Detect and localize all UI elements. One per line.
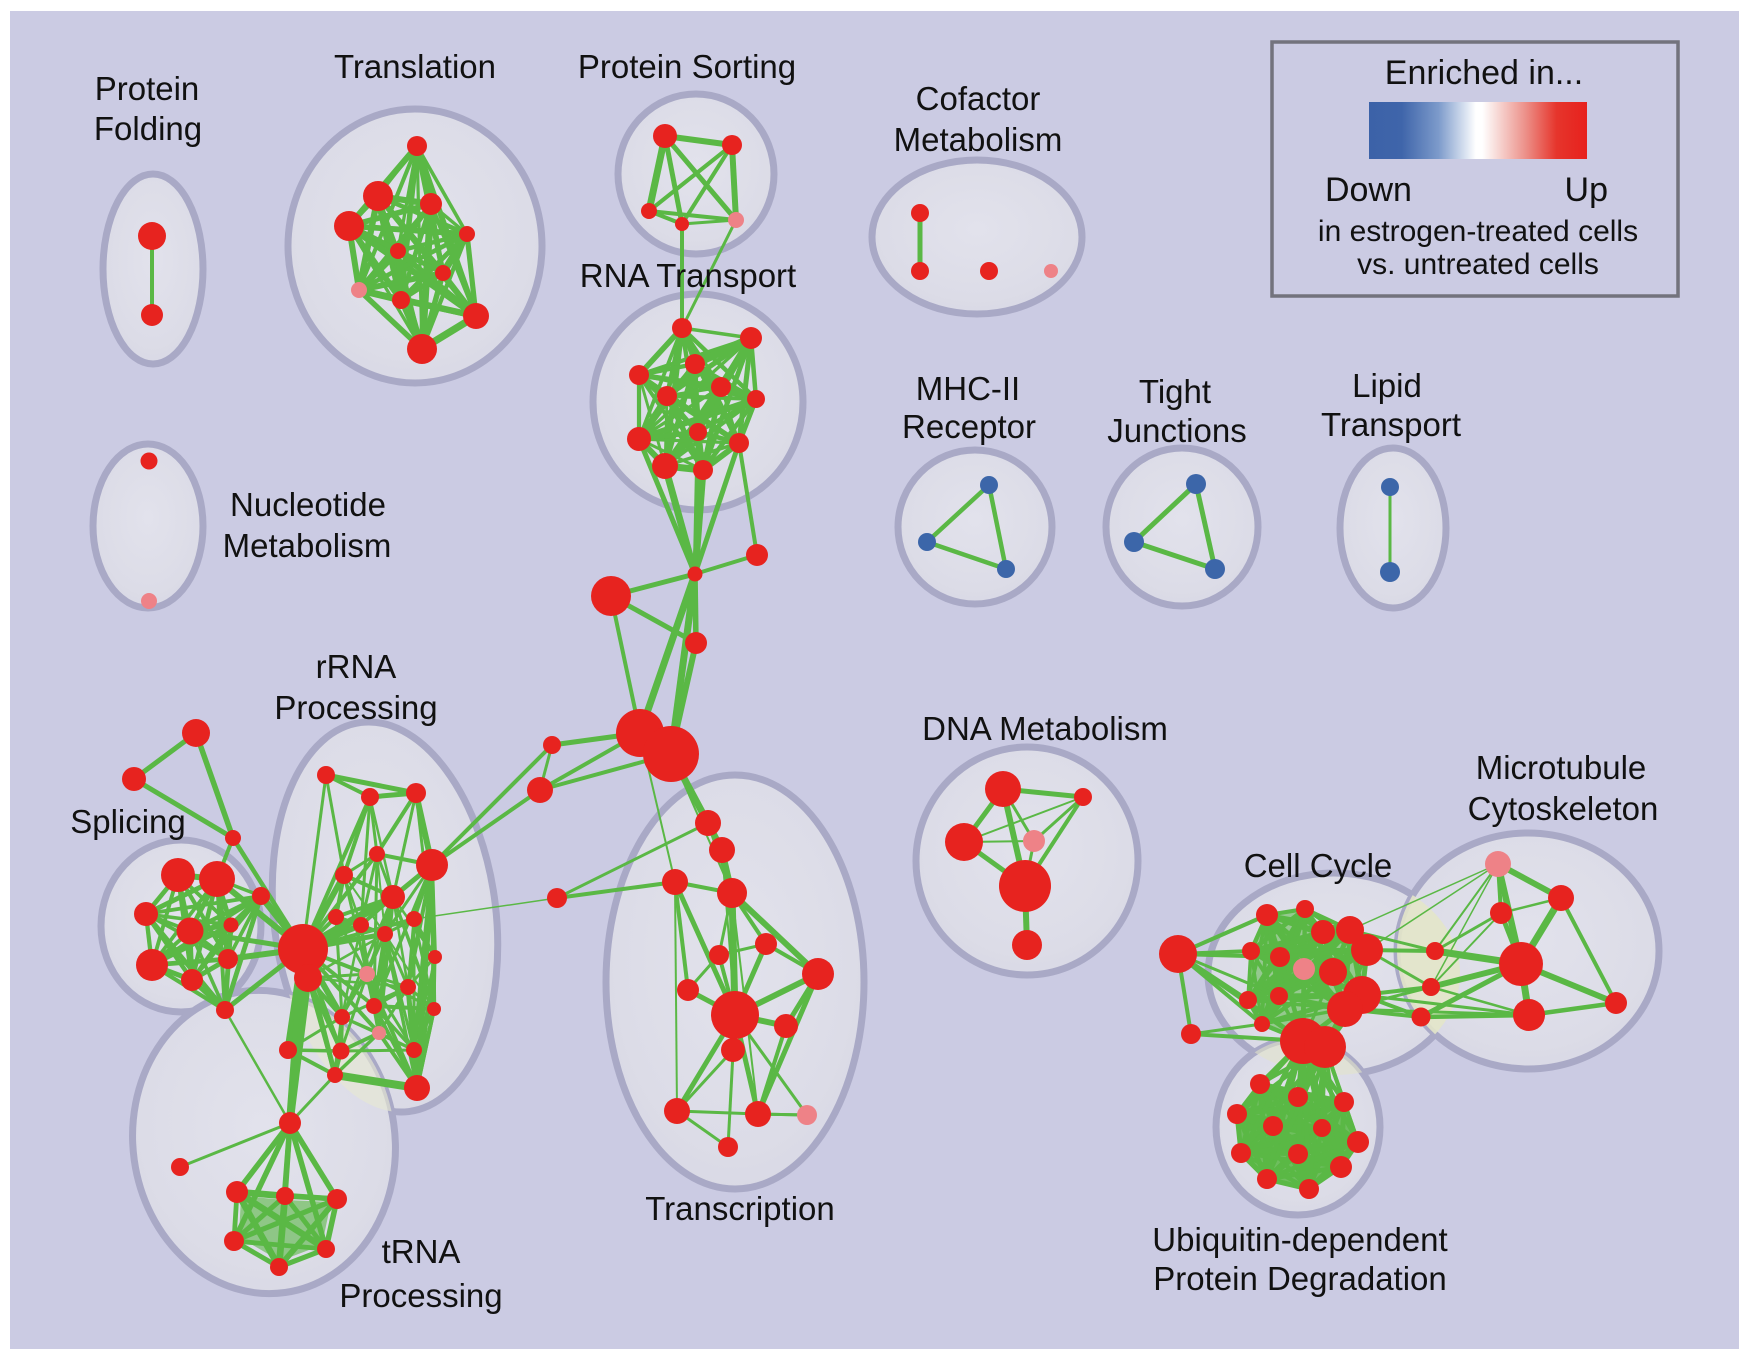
svg-text:DNA Metabolism: DNA Metabolism — [922, 710, 1168, 747]
svg-text:Cofactor: Cofactor — [916, 80, 1041, 117]
svg-text:in estrogen-treated cells: in estrogen-treated cells — [1318, 215, 1638, 248]
svg-text:Receptor: Receptor — [902, 408, 1036, 445]
svg-text:Processing: Processing — [274, 689, 437, 726]
svg-text:Splicing: Splicing — [70, 803, 186, 840]
svg-text:rRNA: rRNA — [316, 648, 397, 685]
svg-text:Lipid: Lipid — [1352, 367, 1422, 404]
svg-text:Protein: Protein — [95, 70, 200, 107]
svg-text:RNA Transport: RNA Transport — [580, 257, 796, 294]
svg-text:Transport: Transport — [1321, 406, 1461, 443]
svg-text:Cell Cycle: Cell Cycle — [1244, 847, 1393, 884]
svg-text:Cytoskeleton: Cytoskeleton — [1468, 790, 1659, 827]
svg-text:Metabolism: Metabolism — [894, 121, 1063, 158]
svg-text:Tight: Tight — [1139, 373, 1211, 410]
svg-text:Nucleotide: Nucleotide — [230, 486, 386, 523]
svg-text:MHC-II: MHC-II — [916, 370, 1020, 407]
svg-text:Transcription: Transcription — [645, 1190, 835, 1227]
svg-text:vs. untreated cells: vs. untreated cells — [1357, 248, 1599, 281]
svg-text:tRNA: tRNA — [382, 1233, 461, 1270]
svg-text:Enriched in...: Enriched in... — [1385, 54, 1583, 92]
svg-text:Processing: Processing — [339, 1277, 502, 1314]
svg-text:Folding: Folding — [94, 110, 202, 147]
svg-text:Up: Up — [1565, 171, 1608, 209]
svg-text:Junctions: Junctions — [1107, 412, 1246, 449]
svg-text:Metabolism: Metabolism — [223, 527, 392, 564]
svg-text:Down: Down — [1325, 171, 1412, 209]
svg-text:Protein Sorting: Protein Sorting — [578, 48, 796, 85]
svg-text:Translation: Translation — [334, 48, 496, 85]
svg-text:Protein Degradation: Protein Degradation — [1153, 1260, 1447, 1297]
svg-text:Microtubule: Microtubule — [1476, 749, 1647, 786]
svg-text:Ubiquitin-dependent: Ubiquitin-dependent — [1152, 1221, 1447, 1258]
